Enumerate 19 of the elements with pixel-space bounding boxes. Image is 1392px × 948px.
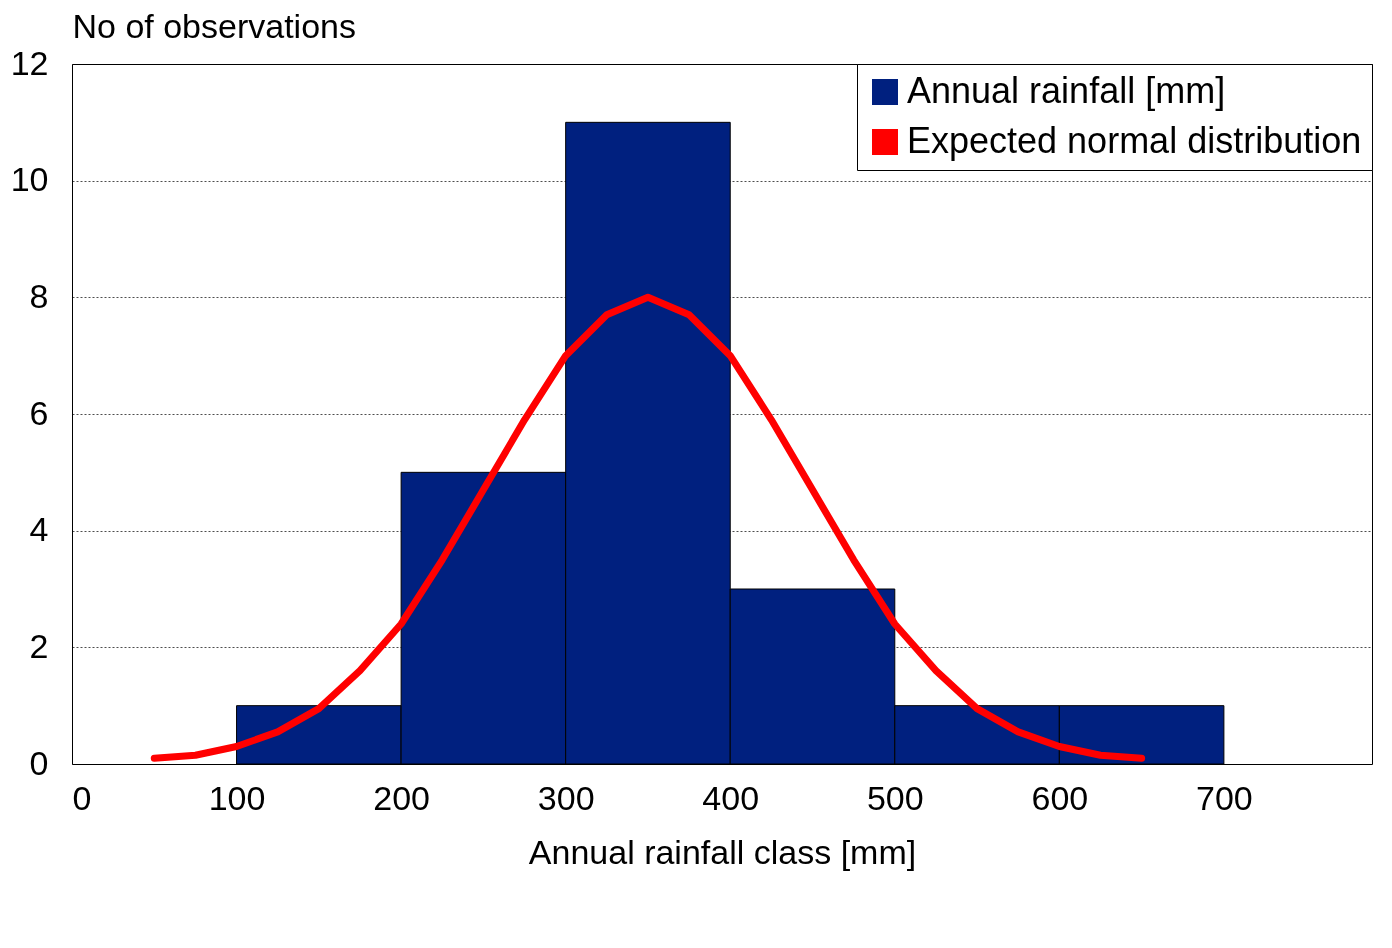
x-tick-label: 500 <box>866 778 924 817</box>
y-tick-label: 6 <box>29 393 49 432</box>
x-tick-label: 0 <box>72 778 92 817</box>
legend-label: Expected normal distribution <box>907 120 1362 161</box>
x-tick-label: 700 <box>1196 778 1253 817</box>
y-tick-label: 12 <box>10 43 49 82</box>
y-axis-title: No of observations <box>72 6 356 45</box>
y-tick-label: 10 <box>10 160 49 199</box>
x-axis-title: Annual rainfall class [mm] <box>528 832 917 871</box>
y-tick-label: 8 <box>29 276 49 315</box>
y-tick-label: 0 <box>29 743 49 782</box>
legend-label: Annual rainfall [mm] <box>907 70 1226 111</box>
x-tick-label: 600 <box>1031 778 1089 817</box>
x-tick-label: 100 <box>208 778 266 817</box>
x-tick-label: 300 <box>537 778 595 817</box>
x-tick-label: 400 <box>702 778 760 817</box>
y-tick-label: 2 <box>29 626 49 665</box>
x-tick-label: 200 <box>373 778 430 817</box>
y-tick-label: 4 <box>29 510 49 549</box>
